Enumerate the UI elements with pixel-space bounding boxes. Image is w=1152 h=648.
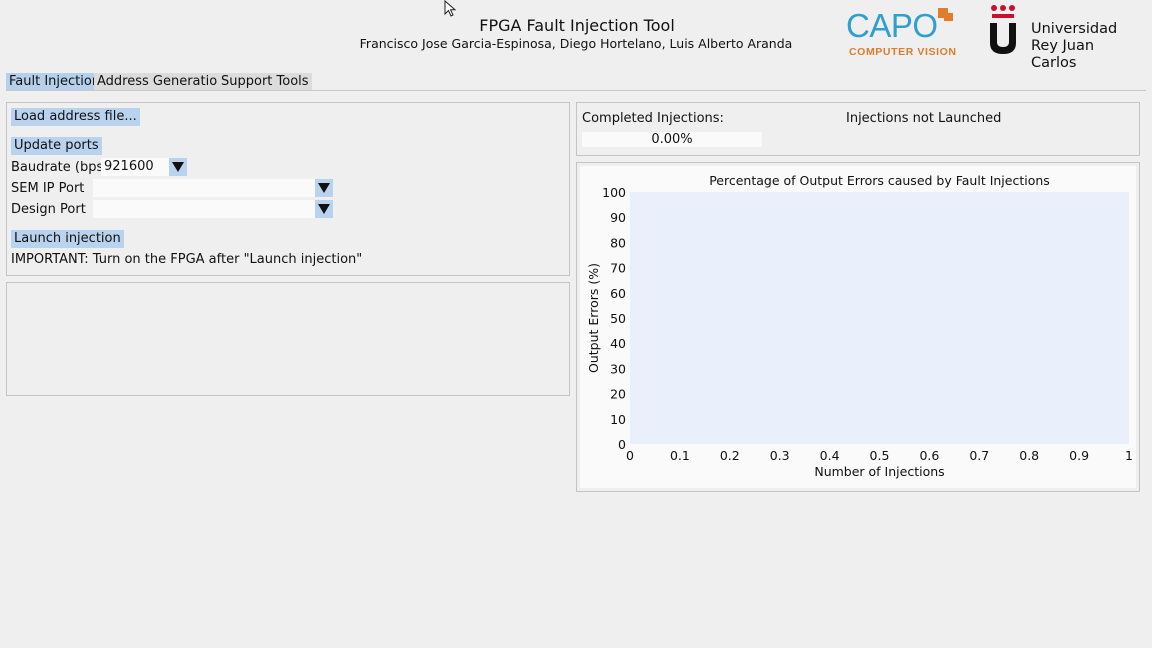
chart-title: Percentage of Output Errors caused by Fa… <box>709 173 1050 188</box>
capo-logo-subtitle: COMPUTER VISION <box>849 46 957 58</box>
y-tick-label: 20 <box>610 387 626 402</box>
sem-ip-port-label: SEM IP Port <box>11 181 85 196</box>
update-ports-button[interactable]: Update ports <box>11 137 102 155</box>
design-port-dropdown-icon[interactable] <box>315 200 333 218</box>
y-tick-label: 70 <box>610 261 626 276</box>
y-tick-label: 90 <box>610 210 626 225</box>
y-tick-labels: 0 10 20 30 40 50 60 70 80 90 100 <box>602 185 626 452</box>
x-tick-label: 1 <box>1125 448 1133 463</box>
x-tick-label: 0.9 <box>1069 448 1089 463</box>
baudrate-dropdown-icon[interactable] <box>169 158 187 176</box>
tab-support-tools[interactable]: Support Tools <box>218 73 312 90</box>
load-address-button[interactable]: Load address file... <box>11 108 140 126</box>
y-tick-label: 100 <box>602 185 626 200</box>
tab-fault-injection[interactable]: Fault Injection <box>6 73 104 90</box>
y-tick-label: 30 <box>610 361 626 376</box>
x-tick-label: 0.7 <box>969 448 989 463</box>
app-title: FPGA Fault Injection Tool <box>479 16 675 35</box>
chart-panel: Percentage of Output Errors caused by Fa… <box>576 162 1140 492</box>
sem-ip-port-dropdown-icon[interactable] <box>315 179 333 197</box>
x-tick-label: 0.6 <box>919 448 939 463</box>
y-tick-label: 50 <box>610 311 626 326</box>
plot-area <box>630 192 1129 444</box>
completed-injections-label: Completed Injections: <box>582 111 724 126</box>
important-note: IMPORTANT: Turn on the FPGA after "Launc… <box>11 252 363 267</box>
urjc-logo: Universidad Rey Juan Carlos <box>986 4 1142 71</box>
y-tick-label: 80 <box>610 235 626 250</box>
y-tick-label: 60 <box>610 286 626 301</box>
x-tick-labels: 0 0.1 0.2 0.3 0.4 0.5 0.6 0.7 0.8 0.9 1 <box>626 448 1133 463</box>
output-errors-chart: Percentage of Output Errors caused by Fa… <box>580 166 1136 488</box>
design-port-select[interactable] <box>93 200 333 218</box>
capo-logo-text: CAPO <box>846 7 938 44</box>
progress-percent: 0.00% <box>651 132 693 147</box>
mouse-cursor-icon <box>444 0 457 17</box>
baudrate-select[interactable]: 921600 <box>101 158 187 176</box>
injection-status-panel: Completed Injections: 0.00% Injections n… <box>576 102 1140 156</box>
baudrate-label: Baudrate (bps) <box>11 160 109 175</box>
urjc-crest-icon <box>990 5 1016 54</box>
chart-x-axis-label: Number of Injections <box>814 464 944 479</box>
baudrate-value: 921600 <box>104 159 154 174</box>
launch-status-text: Injections not Launched <box>846 111 1002 126</box>
log-output-panel <box>6 282 570 396</box>
x-tick-label: 0.1 <box>670 448 690 463</box>
capo-eye-icon <box>938 8 953 21</box>
x-tick-label: 0.8 <box>1019 448 1039 463</box>
capo-logo: CAPO COMPUTER VISION <box>846 6 958 60</box>
injection-progress-bar: 0.00% <box>582 132 762 147</box>
tab-address-generation[interactable]: Address Generation <box>94 73 229 90</box>
injection-controls-panel: Load address file... Update ports Baudra… <box>6 102 570 276</box>
x-tick-label: 0 <box>626 448 634 463</box>
x-tick-label: 0.2 <box>720 448 740 463</box>
x-tick-label: 0.4 <box>820 448 840 463</box>
y-tick-label: 0 <box>618 437 626 452</box>
chart-y-axis-label: Output Errors (%) <box>586 263 601 373</box>
launch-injection-button[interactable]: Launch injection <box>11 230 124 248</box>
authors-line: Francisco Jose Garcia-Espinosa, Diego Ho… <box>359 36 793 51</box>
x-tick-label: 0.3 <box>770 448 790 463</box>
urjc-logo-text: Universidad Rey Juan Carlos <box>1031 21 1118 71</box>
y-tick-label: 40 <box>610 336 626 351</box>
design-port-label: Design Port <box>11 202 86 217</box>
sem-ip-port-select[interactable] <box>93 179 333 197</box>
tab-divider <box>6 90 1146 91</box>
y-tick-label: 10 <box>610 412 626 427</box>
x-tick-label: 0.5 <box>870 448 890 463</box>
